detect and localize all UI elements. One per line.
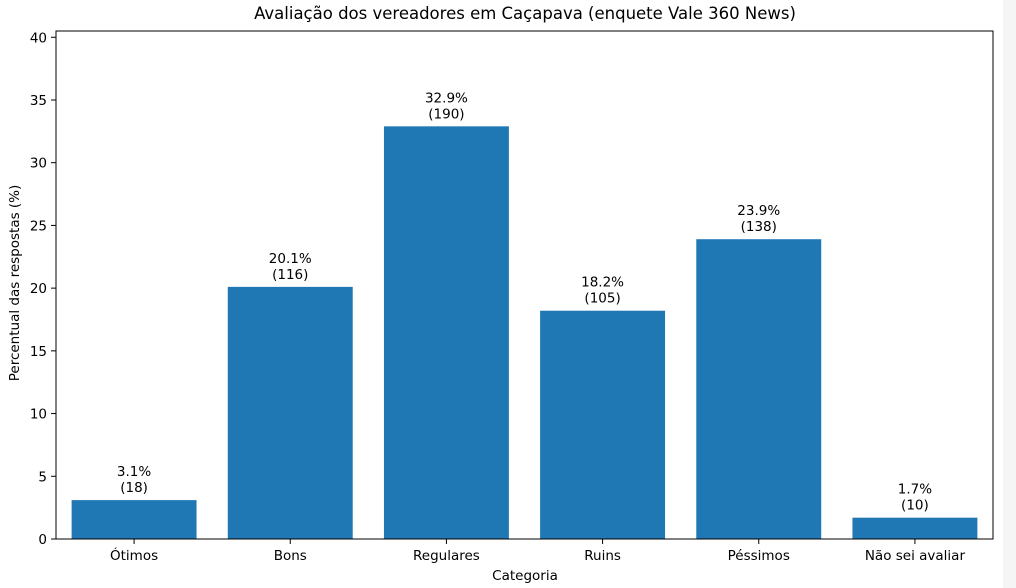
bar-count-label: (138) bbox=[741, 219, 777, 235]
bar-value-label: 1.7% bbox=[898, 482, 932, 498]
bar-value-label: 18.2% bbox=[581, 275, 624, 291]
x-tick-label: Regulares bbox=[413, 548, 480, 564]
bar-value-label: 23.9% bbox=[737, 203, 780, 219]
x-tick-label: Ruins bbox=[584, 548, 621, 564]
bar bbox=[696, 239, 822, 539]
chart-title: Avaliação dos vereadores em Caçapava (en… bbox=[254, 4, 796, 23]
y-tick-label: 20 bbox=[30, 281, 47, 297]
x-tick-label: Bons bbox=[274, 548, 307, 564]
y-tick-label: 0 bbox=[38, 532, 47, 548]
y-tick-label: 25 bbox=[30, 218, 47, 234]
y-tick-label: 15 bbox=[30, 344, 47, 360]
bar-count-label: (18) bbox=[120, 480, 148, 496]
bar-count-label: (10) bbox=[901, 498, 929, 514]
bar bbox=[383, 126, 509, 539]
bar-value-label: 3.1% bbox=[117, 464, 151, 480]
bar-count-label: (190) bbox=[428, 106, 464, 122]
bar bbox=[71, 500, 197, 539]
y-tick-label: 30 bbox=[30, 156, 47, 172]
bar bbox=[227, 286, 353, 539]
y-axis-title: Percentual das respostas (%) bbox=[7, 185, 23, 382]
bar-value-label: 20.1% bbox=[269, 251, 312, 267]
plot-frame bbox=[55, 30, 994, 540]
x-tick-label: Não sei avaliar bbox=[865, 548, 966, 564]
x-axis-title: Categoria bbox=[492, 568, 558, 584]
x-tick-label: Ótimos bbox=[110, 546, 158, 564]
bar-count-label: (116) bbox=[272, 267, 308, 283]
y-tick-label: 35 bbox=[30, 93, 47, 109]
bar bbox=[852, 517, 978, 539]
bar-count-label: (105) bbox=[584, 291, 620, 307]
window-edge-strip bbox=[1003, 0, 1016, 588]
y-tick-label: 5 bbox=[38, 469, 47, 485]
x-tick-label: Péssimos bbox=[728, 548, 790, 564]
y-tick-label: 10 bbox=[30, 407, 47, 423]
bar bbox=[540, 310, 666, 539]
y-tick-label: 40 bbox=[30, 30, 47, 46]
plot-area: 3.1%(18) Ótimos 20.1%(116) Bons 32.9%(190) Re… bbox=[30, 30, 994, 564]
bar-value-label: 32.9% bbox=[425, 90, 468, 106]
